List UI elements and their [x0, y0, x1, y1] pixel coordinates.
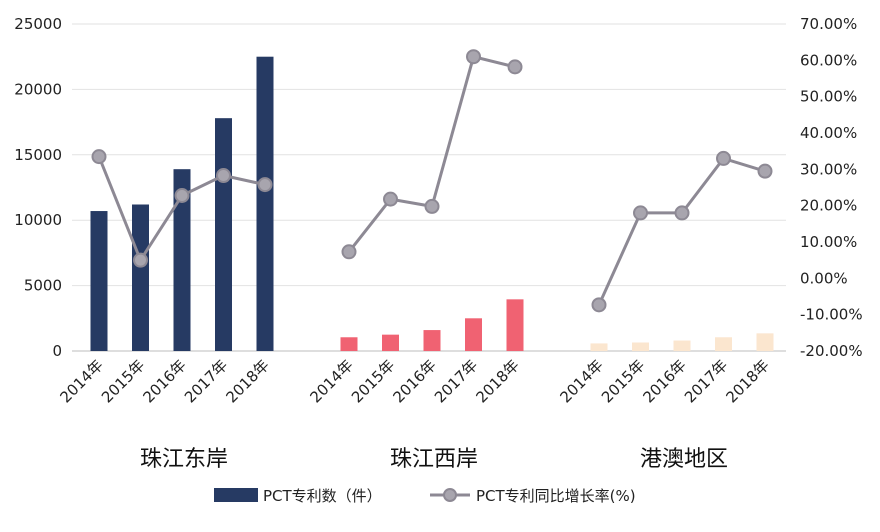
x-tick-label: 2014年	[556, 356, 606, 406]
x-tick-label: 2015年	[598, 356, 648, 406]
group-label: 港澳地区	[640, 447, 728, 472]
bar-series	[90, 56, 774, 352]
line-marker	[466, 49, 481, 65]
bar	[256, 56, 274, 351]
line-marker	[133, 252, 148, 268]
left-y-tick-label: 15000	[14, 146, 62, 164]
bar	[173, 169, 191, 351]
bar	[90, 211, 108, 351]
x-tick-label: 2018年	[472, 356, 522, 406]
legend-line-label: PCT专利同比增长率(%)	[476, 487, 636, 505]
bar	[756, 333, 774, 351]
line-marker	[424, 198, 440, 214]
left-y-tick-label: 10000	[14, 211, 62, 229]
growth-line	[597, 156, 766, 306]
x-tick-label: 2018年	[722, 356, 772, 406]
right-y-tick-label: -20.00%	[800, 342, 863, 360]
line-marker	[507, 59, 523, 75]
bar	[382, 334, 399, 351]
bar	[673, 340, 691, 351]
x-tick-label: 2016年	[139, 356, 189, 406]
x-tick-label: 2016年	[639, 356, 689, 406]
legend-line-marker	[443, 488, 457, 502]
right-y-tick-label: 60.00%	[800, 51, 857, 69]
right-y-tick-label: 50.00%	[800, 88, 857, 106]
left-y-axis: 0 5000 10000 15000 20000 25000	[14, 15, 62, 360]
x-tick-label: 2015年	[348, 356, 398, 406]
x-tick-label: 2018年	[222, 356, 272, 406]
x-tick-label: 2014年	[56, 356, 106, 406]
x-tick-label: 2017年	[431, 356, 481, 406]
group-labels: 珠江东岸 珠江西岸 港澳地区	[140, 447, 728, 472]
group-label: 珠江东岸	[140, 447, 228, 472]
bar	[465, 318, 482, 351]
left-y-tick-label: 0	[52, 342, 62, 360]
growth-line	[347, 54, 516, 253]
x-tick-label: 2017年	[681, 356, 731, 406]
x-tick-label: 2015年	[98, 356, 148, 406]
group-label: 珠江西岸	[390, 447, 478, 472]
right-y-tick-label: 40.00%	[800, 124, 857, 142]
line-marker	[91, 149, 107, 165]
line-marker	[674, 205, 690, 221]
bar	[423, 330, 441, 351]
right-y-tick-label: 30.00%	[800, 160, 857, 178]
bar	[590, 343, 608, 351]
right-y-tick-label: 20.00%	[800, 197, 857, 215]
x-tick-label: 2014年	[306, 356, 356, 406]
bar	[340, 337, 358, 351]
legend: PCT专利数（件） PCT专利同比增长率(%)	[214, 487, 636, 505]
bar	[215, 118, 232, 352]
left-y-tick-label: 20000	[14, 80, 62, 98]
line-marker	[633, 205, 648, 221]
right-y-tick-label: 0.00%	[800, 269, 848, 287]
line-marker	[383, 191, 398, 207]
bar	[132, 204, 149, 351]
bar	[506, 299, 524, 351]
line-marker	[591, 297, 607, 313]
left-y-tick-label: 25000	[14, 15, 62, 33]
legend-bar-label: PCT专利数（件）	[263, 487, 382, 505]
bar	[632, 342, 649, 351]
right-y-tick-label: 70.00%	[800, 15, 857, 33]
line-marker	[341, 244, 357, 260]
x-tick-label: 2016年	[389, 356, 439, 406]
right-y-tick-label: -10.00%	[800, 306, 863, 324]
left-y-tick-label: 5000	[24, 277, 62, 295]
line-marker	[257, 177, 273, 193]
bar	[715, 337, 732, 351]
legend-bar-swatch	[214, 488, 258, 502]
right-y-tick-label: 10.00%	[800, 233, 857, 251]
line-marker	[216, 168, 231, 184]
line-marker	[716, 150, 731, 166]
line-marker	[757, 163, 773, 179]
gridlines	[72, 23, 786, 352]
line-series	[91, 49, 773, 313]
x-tick-label: 2017年	[181, 356, 231, 406]
right-y-axis: -20.00% -10.00% 0.00% 10.00% 20.00% 30.00% 40.…	[800, 15, 863, 360]
line-marker	[174, 187, 190, 203]
